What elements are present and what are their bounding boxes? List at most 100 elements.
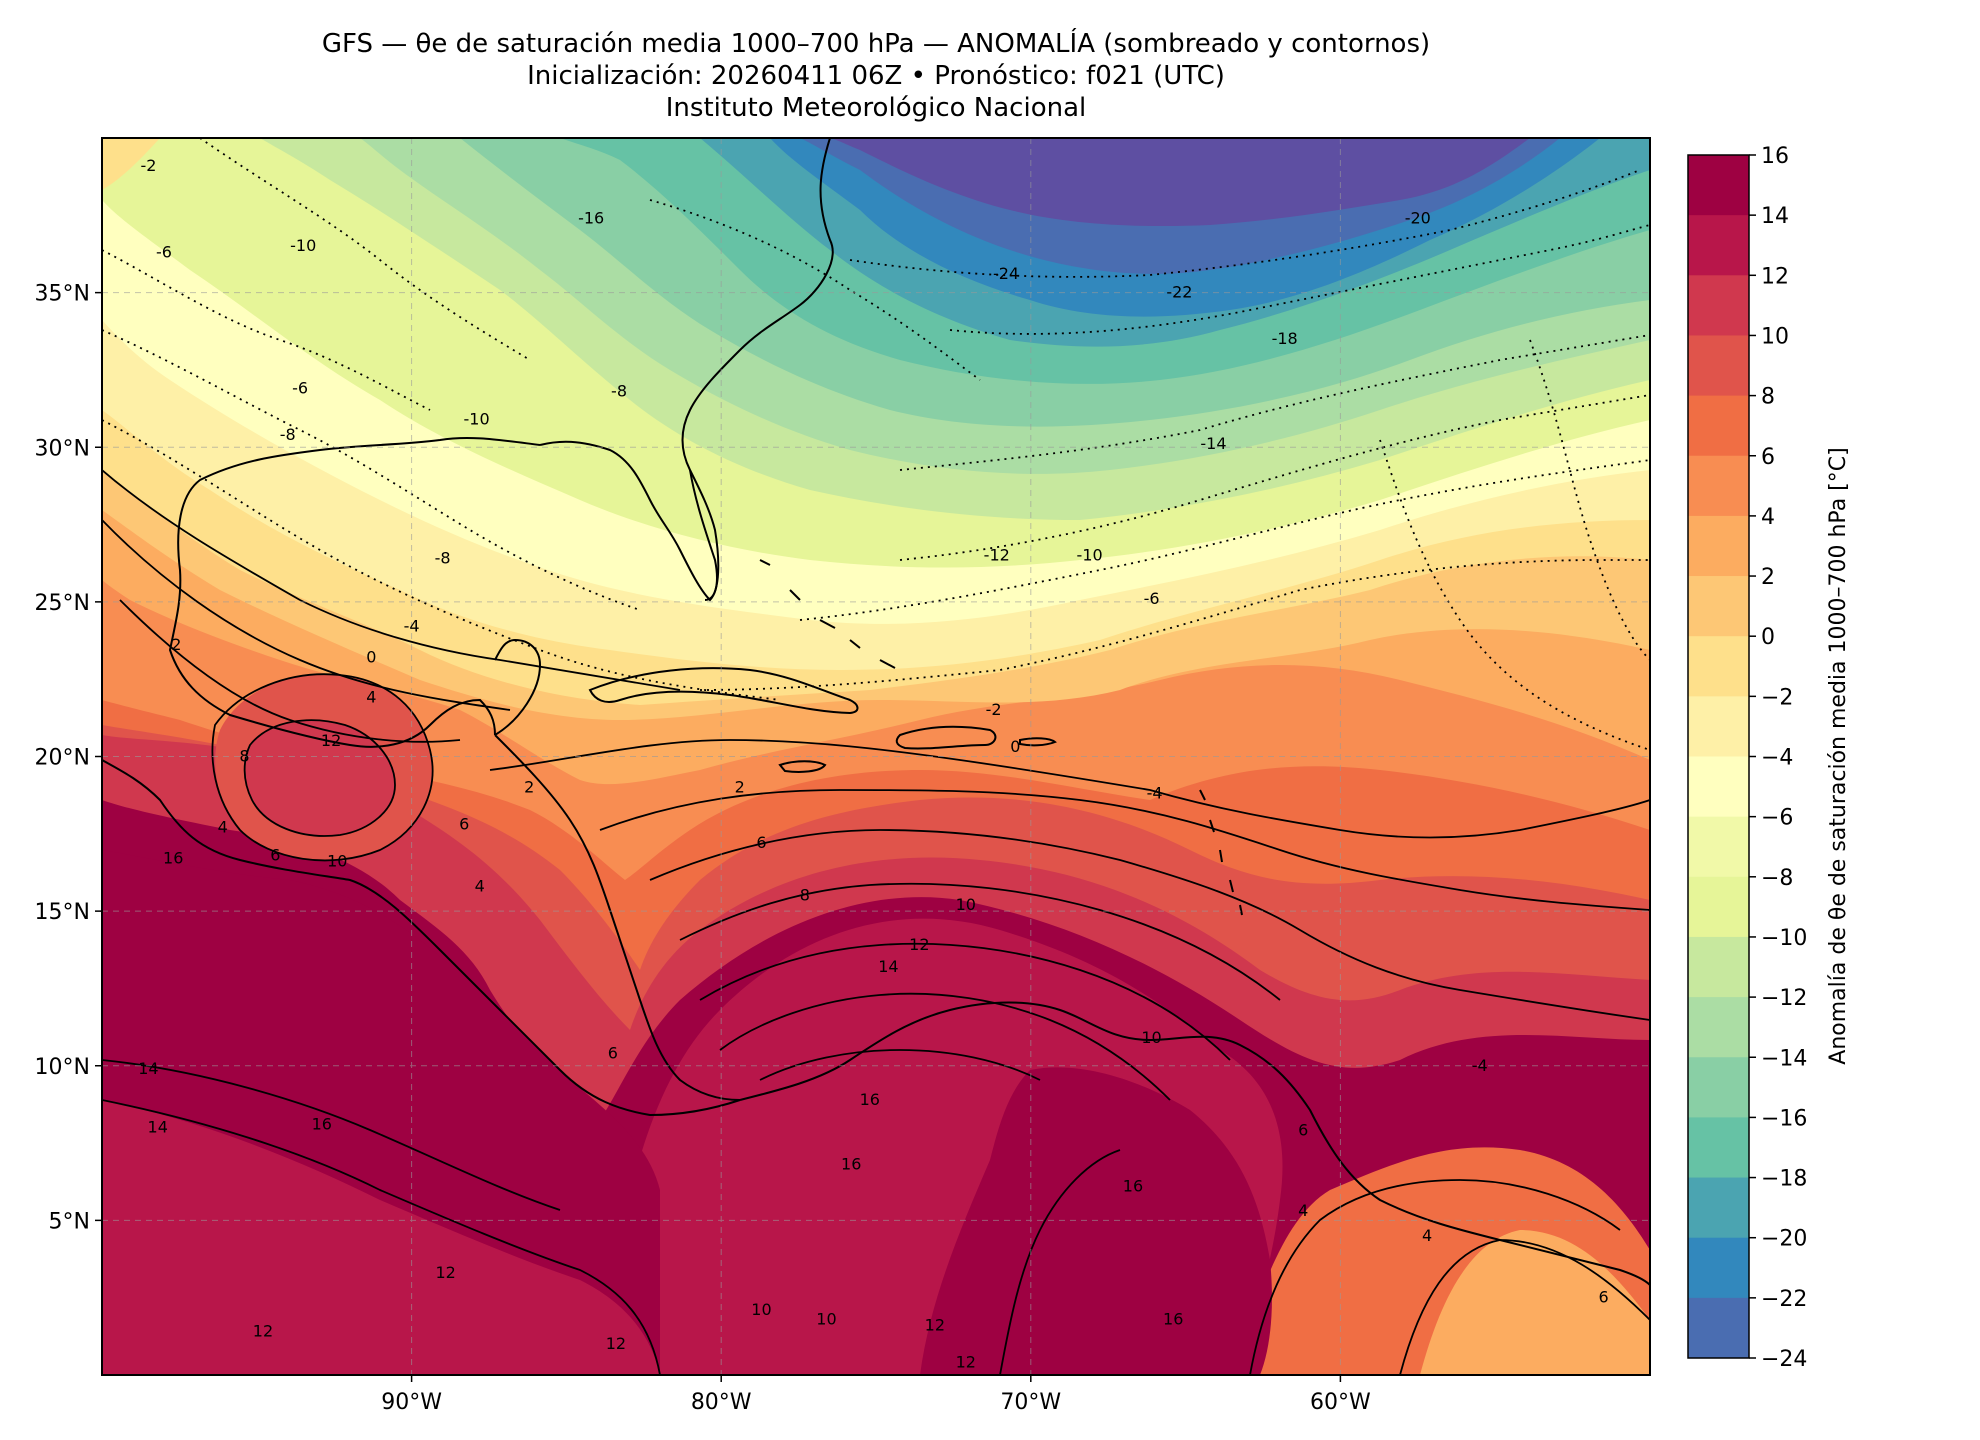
contour-label: 12 bbox=[956, 1353, 976, 1372]
colorbar-tick-label: −10 bbox=[1761, 926, 1807, 951]
contour-label: -22 bbox=[1166, 283, 1192, 302]
contour-10 bbox=[699, 942, 1231, 1061]
colorbar-segment bbox=[1688, 395, 1749, 457]
contour-neg-12 bbox=[1529, 339, 1650, 661]
contour-label: 6 bbox=[459, 815, 469, 834]
contour-lines bbox=[102, 138, 1650, 1375]
contour-label: 12 bbox=[253, 1322, 273, 1341]
contour-label: 10 bbox=[327, 852, 347, 871]
field-nw-corner bbox=[102, 138, 160, 190]
contour-sa-2 bbox=[1249, 1179, 1621, 1375]
lon-tick-label: 90°W bbox=[381, 1390, 442, 1415]
colorbar-segment bbox=[1688, 215, 1749, 276]
colorbar-tick-label: −12 bbox=[1761, 986, 1807, 1011]
contour-label: 10 bbox=[1141, 1028, 1161, 1047]
contour-label: 14 bbox=[148, 1118, 168, 1137]
contour-label: -20 bbox=[1405, 208, 1431, 227]
contour-label: 16 bbox=[312, 1115, 332, 1134]
colorbar-tick-label: 0 bbox=[1761, 625, 1775, 650]
contour-label: -10 bbox=[290, 236, 316, 255]
title-line-1: GFS — θe de saturación media 1000–700 hP… bbox=[321, 29, 1431, 59]
colorbar-tick-label: −22 bbox=[1761, 1287, 1807, 1312]
lat-tick-label: 15°N bbox=[35, 900, 90, 925]
contour-neg-4 bbox=[102, 419, 781, 701]
anomaly-field bbox=[102, 138, 1650, 1375]
colorbar-segment bbox=[1688, 936, 1749, 998]
contour-label: 4 bbox=[366, 688, 376, 707]
colorbar-segment bbox=[1688, 515, 1749, 577]
lat-tick-label: 5°N bbox=[49, 1209, 90, 1234]
contour-2 bbox=[102, 519, 511, 711]
colorbar-tick-label: −24 bbox=[1761, 1347, 1807, 1372]
contour-label: 12 bbox=[925, 1316, 945, 1335]
contour-label: 0 bbox=[1010, 737, 1020, 756]
colorbar-segment bbox=[1688, 1237, 1749, 1299]
contour-label: 16 bbox=[1163, 1309, 1183, 1328]
contour-label: 16 bbox=[1123, 1176, 1143, 1195]
colorbar-tick-label: −2 bbox=[1761, 685, 1793, 710]
contour-label: 4 bbox=[475, 876, 485, 895]
contour-label: 10 bbox=[956, 895, 976, 914]
title-block: GFS — θe de saturación media 1000–700 hP… bbox=[102, 28, 1650, 124]
coastlines bbox=[102, 138, 1650, 1286]
contour-12 bbox=[719, 992, 1171, 1101]
field-layer-neg24 bbox=[830, 138, 1530, 227]
lon-tick-label: 70°W bbox=[1000, 1390, 1061, 1415]
coast-hispaniola bbox=[895, 725, 997, 750]
lat-tick-label: 30°N bbox=[35, 436, 90, 461]
coast-cuba bbox=[588, 667, 859, 715]
contour-pacific-14 bbox=[102, 1099, 661, 1375]
lat-tick-label: 25°N bbox=[35, 591, 90, 616]
field-pacific-band-2 bbox=[102, 1100, 660, 1375]
contour-label: -6 bbox=[1144, 589, 1160, 608]
field-guiana-inner bbox=[1420, 1230, 1650, 1375]
colorbar-tick-label: −20 bbox=[1761, 1227, 1807, 1252]
lat-tick-label: 20°N bbox=[35, 746, 90, 771]
lon-tick-label: 80°W bbox=[691, 1390, 752, 1415]
contour-neg-13 bbox=[1379, 439, 1650, 751]
contour-neg-10 bbox=[849, 169, 1641, 278]
coast-florida bbox=[689, 469, 718, 601]
contour-label: -8 bbox=[435, 549, 451, 568]
contour-label: 2 bbox=[171, 635, 181, 654]
contour-neg-2 bbox=[102, 249, 431, 411]
colorbar: 16 14 12 10 8 6 4 2 0 −2 −4 −6 −8 −10 −12 −14 −16 −18 −20 −… bbox=[1688, 144, 1807, 1372]
colorbar-tick-label: −4 bbox=[1761, 746, 1793, 771]
contour-label: 0 bbox=[366, 648, 376, 667]
contour-mex-10 bbox=[243, 719, 396, 837]
contour-label: -8 bbox=[611, 382, 627, 401]
colorbar-segment bbox=[1688, 1177, 1749, 1239]
contour-label: 16 bbox=[163, 849, 183, 868]
contour-label: 4 bbox=[1422, 1226, 1432, 1245]
latitude-axis: 35°N 30°N 25°N 20°N 15°N 10°N 5°N bbox=[35, 282, 102, 1234]
graticule bbox=[102, 138, 1650, 1375]
contour-sa-3 bbox=[1399, 1239, 1650, 1375]
colorbar-tick-label: 12 bbox=[1761, 264, 1789, 289]
contour-label: 12 bbox=[435, 1263, 455, 1282]
colorbar-segment bbox=[1688, 455, 1749, 517]
contour-label: 12 bbox=[321, 731, 341, 750]
contour-label: -10 bbox=[464, 409, 490, 428]
colorbar-segment bbox=[1688, 756, 1749, 818]
colorbar-tick-label: −14 bbox=[1761, 1046, 1807, 1071]
colorbar-tick-label: 8 bbox=[1761, 385, 1775, 410]
coast-jamaica bbox=[778, 760, 827, 773]
contour-neg-11 bbox=[649, 199, 981, 381]
contour-label: -4 bbox=[1472, 1056, 1488, 1075]
contour-label: 12 bbox=[909, 935, 929, 954]
colorbar-segment bbox=[1688, 275, 1749, 336]
contour-4 bbox=[119, 599, 461, 743]
colorbar-tick-label: −18 bbox=[1761, 1167, 1807, 1192]
contour-label: -18 bbox=[1272, 329, 1298, 348]
colorbar-segment bbox=[1688, 696, 1749, 757]
colorbar-segment bbox=[1688, 576, 1749, 637]
colorbar-tick-label: 14 bbox=[1761, 204, 1789, 229]
coast-antilles bbox=[1199, 789, 1243, 916]
contour-label: -14 bbox=[1200, 434, 1226, 453]
contour-label: -4 bbox=[404, 617, 420, 636]
contour-2b bbox=[489, 739, 1650, 839]
contour-label: -12 bbox=[984, 545, 1010, 564]
field-mexico-peak-core bbox=[244, 720, 395, 836]
contour-6 bbox=[649, 829, 1650, 1021]
